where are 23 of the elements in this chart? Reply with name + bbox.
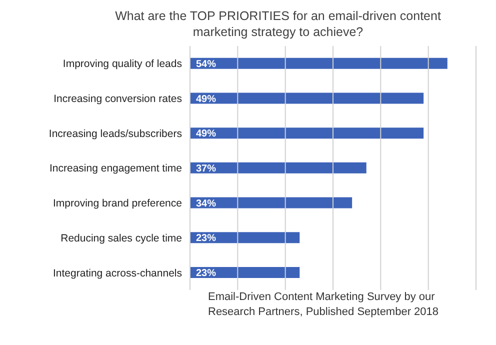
bar xyxy=(190,232,300,244)
bar xyxy=(190,128,424,139)
y-tick-label: Reducing sales cycle time xyxy=(60,232,182,244)
y-tick-label: Improving quality of leads xyxy=(62,58,182,70)
data-label: 54% xyxy=(196,58,216,70)
data-label: 34% xyxy=(196,198,216,210)
data-label: 23% xyxy=(196,233,216,244)
bar xyxy=(190,266,300,278)
bar xyxy=(190,197,352,208)
text: Email-Driven Content Marketing Survey by our Research Partners, Published September 2018 xyxy=(208,290,440,320)
bar xyxy=(190,58,448,69)
data-label: 49% xyxy=(196,94,216,105)
y-tick-label: Increasing engagement time xyxy=(50,162,182,175)
y-tick-label: Increasing leads/subscribers xyxy=(48,128,182,140)
bar xyxy=(190,162,366,174)
chart-title: What are the TOP PRIORITIES for an email-driven content marketing strategy to achieve? xyxy=(114,8,442,40)
bar xyxy=(190,92,424,104)
data-label: 49% xyxy=(196,128,216,140)
y-tick-label: Increasing conversion rates xyxy=(54,93,182,106)
data-label: 23% xyxy=(196,268,216,280)
y-tick-label: Improving brand preference xyxy=(53,198,182,210)
data-label: 37% xyxy=(196,163,216,174)
y-tick-label: Integrating across-channels xyxy=(53,267,182,280)
